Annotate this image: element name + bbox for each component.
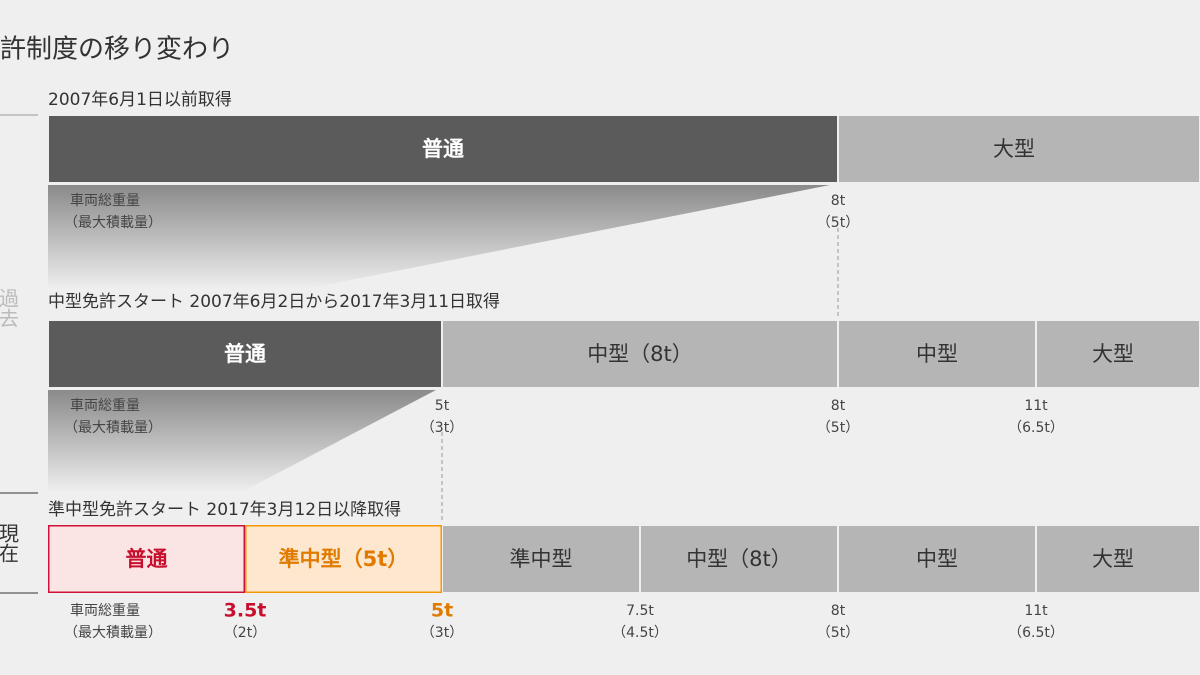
segment-label: 準中型 [510, 547, 573, 571]
segment-label: 準中型（5t） [279, 547, 409, 571]
tick-load: （3t） [421, 420, 463, 436]
tick-load: （6.5t） [1008, 625, 1064, 641]
weight-label: （最大積載量） [64, 215, 162, 231]
tick-weight: 5t [431, 600, 453, 622]
license-segment [838, 115, 1200, 183]
segment-label: 中型（8t） [587, 342, 693, 366]
segment-label: 大型 [1092, 342, 1134, 366]
license-segment [442, 525, 640, 593]
weight-label: （最大積載量） [64, 420, 162, 436]
tick-weight: 8t [831, 193, 846, 209]
weight-label: （最大積載量） [64, 625, 162, 641]
license-segment [1036, 320, 1200, 388]
tick-load: （3t） [421, 625, 463, 641]
license-segment [442, 320, 838, 388]
tick-load: （4.5t） [612, 625, 668, 641]
license-segment [48, 525, 245, 593]
tick-weight: 7.5t [626, 603, 654, 619]
segment-label: 大型 [993, 137, 1035, 161]
tick-weight: 11t [1024, 398, 1048, 414]
segment-label: 中型 [916, 547, 958, 571]
tick-load: （5t） [817, 215, 859, 231]
license-segment [838, 320, 1036, 388]
tick-weight: 8t [831, 603, 846, 619]
license-segment [838, 525, 1036, 593]
weight-label: 車両総重量 [70, 602, 140, 619]
segment-label: 普通 [126, 547, 168, 571]
tick-load: （5t） [817, 420, 859, 436]
segment-label: 普通 [422, 137, 464, 161]
tick-load: （6.5t） [1008, 420, 1064, 436]
license-segment [640, 525, 838, 593]
segment-label: 中型（8t） [686, 547, 792, 571]
section-header: 2007年6月1日以前取得 [48, 90, 232, 110]
segment-label: 大型 [1092, 547, 1134, 571]
license-segment [1036, 525, 1200, 593]
license-segment [48, 115, 838, 183]
weight-label: 車両総重量 [70, 192, 140, 209]
tick-load: （5t） [817, 625, 859, 641]
license-segment [48, 320, 442, 388]
tick-weight: 5t [435, 398, 450, 414]
section-header: 中型免許スタート 2007年6月2日から2017年3月11日取得 [48, 292, 500, 312]
tick-weight: 11t [1024, 603, 1048, 619]
tick-weight: 3.5t [224, 600, 267, 622]
section-header: 準中型免許スタート 2017年3月12日以降取得 [48, 500, 401, 520]
tick-load: （2t） [224, 625, 266, 641]
weight-label: 車両総重量 [70, 397, 140, 414]
weight-wedge [48, 390, 436, 493]
side-label-present: 現在 [0, 523, 20, 563]
side-label-past: 過去 [0, 288, 20, 328]
tick-weight: 8t [831, 398, 846, 414]
license-segment [245, 525, 442, 593]
segment-label: 中型 [916, 342, 958, 366]
segment-label: 普通 [224, 342, 266, 366]
weight-wedge [48, 185, 830, 290]
title: 許制度の移り変わり [0, 35, 234, 65]
